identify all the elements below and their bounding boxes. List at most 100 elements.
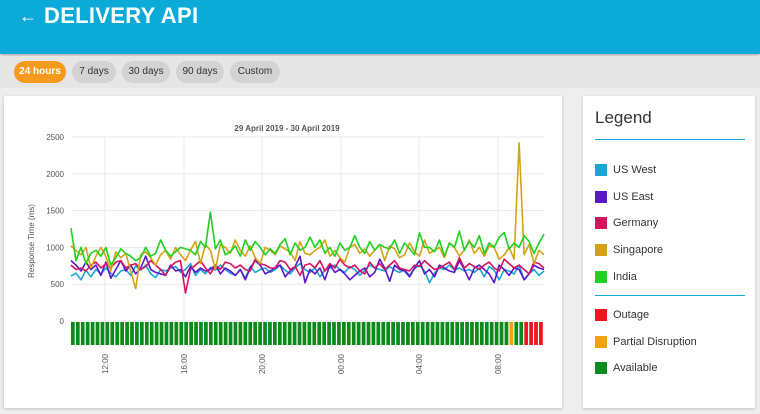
status-bar-available (292, 322, 297, 345)
status-bar-available (484, 322, 489, 345)
y-tick-label: 2000 (46, 170, 64, 179)
status-bar-available (322, 322, 327, 345)
status-bar-available (95, 322, 100, 345)
status-bar-available (479, 322, 484, 345)
legend-label: Available (613, 362, 658, 374)
status-bar-available (410, 322, 415, 345)
status-bar-available (391, 322, 395, 345)
status-bar-available (470, 322, 474, 345)
series-lines (70, 142, 545, 294)
status-bar-available (159, 322, 164, 345)
status-bar-outage (524, 322, 529, 345)
status-bar-available (287, 322, 292, 345)
status-bar-available (71, 322, 75, 345)
series-line-us-east (70, 255, 545, 284)
status-bar-available (228, 322, 233, 345)
status-bar-available (139, 322, 144, 345)
y-tick-label: 500 (51, 280, 65, 289)
range-7d-button[interactable]: 7 days (72, 61, 116, 83)
legend-swatch (595, 244, 607, 256)
status-bar-available (450, 322, 455, 345)
status-bar-available (346, 322, 351, 345)
status-bar-available (312, 322, 317, 345)
status-bar-available (514, 322, 519, 345)
status-bar-available (420, 322, 425, 345)
legend-title: Legend (595, 108, 652, 127)
arrow-left-icon[interactable]: ← (19, 6, 37, 26)
status-bar-available (430, 322, 435, 345)
legend-swatch (595, 217, 607, 229)
status-bar-available (273, 322, 277, 345)
status-bar-available (130, 322, 134, 345)
page-title: DELIVERY API (44, 3, 199, 28)
legend-swatch (595, 271, 607, 283)
chart-title: 29 April 2019 - 30 April 2019 (234, 124, 340, 133)
y-axis-ticks: 0 500 1000 1500 2000 2500 (46, 133, 64, 326)
status-bar-available (327, 322, 331, 345)
status-bar-available (85, 322, 90, 345)
app-header: ← DELIVERY API (0, 0, 760, 54)
range-90d-button[interactable]: 90 days (176, 61, 224, 83)
status-bar-available (144, 322, 149, 345)
status-bar-available (386, 322, 391, 345)
status-bar-available (401, 322, 405, 345)
status-bar-outage (529, 322, 533, 345)
status-bar-available (504, 322, 509, 345)
status-bar-available (366, 322, 371, 345)
status-bar-available (297, 322, 302, 345)
status-bar-available (105, 322, 110, 345)
legend-label: Partial Disruption (613, 336, 697, 348)
status-bar-available (110, 322, 115, 345)
series-line-india (70, 211, 545, 266)
status-bar-available (100, 322, 105, 345)
status-bar-available (263, 322, 267, 345)
status-bar-available (396, 322, 400, 345)
x-tick-label: 12:00 (101, 353, 110, 374)
status-bar-available (199, 322, 203, 345)
status-bar-available (475, 322, 479, 345)
range-24h-button[interactable]: 24 hours (14, 61, 66, 83)
status-bar-available (268, 322, 272, 345)
status-bar-available (499, 322, 504, 345)
status-bar-available (243, 322, 248, 345)
status-bar-available (425, 322, 430, 345)
status-bar-available (381, 322, 386, 345)
status-bar-available (376, 322, 381, 345)
legend-swatch (595, 164, 607, 176)
legend-swatch (595, 362, 607, 374)
status-bar-available (465, 322, 469, 345)
response-time-chart: 29 April 2019 - 30 April 2019 Response T… (27, 124, 545, 374)
status-bar-available (164, 322, 169, 345)
status-bar-available (90, 322, 95, 345)
status-bar-available (317, 322, 322, 345)
status-bar-available (415, 322, 420, 345)
legend-label: Outage (613, 309, 650, 321)
status-bar-available (115, 322, 120, 345)
status-bar-available (371, 322, 376, 345)
range-30d-button[interactable]: 30 days (122, 61, 170, 83)
status-bar-available (184, 322, 189, 345)
status-bar-available (223, 322, 228, 345)
status-bar-available (233, 322, 238, 345)
status-bar-available (154, 322, 159, 345)
status-bar-available (435, 322, 440, 345)
status-bar-available (169, 322, 174, 345)
status-bar-available (440, 322, 445, 345)
x-tick-label: 20:00 (258, 353, 267, 374)
status-bar-available (125, 322, 129, 345)
legend-label: US East (613, 191, 654, 203)
status-bar-available (218, 322, 223, 345)
legend-swatch (595, 309, 607, 321)
legend-label: India (613, 271, 637, 283)
y-tick-label: 2500 (46, 133, 64, 142)
status-bar-available (174, 322, 179, 345)
status-bar-available (445, 322, 450, 345)
status-bar-outage (534, 322, 538, 345)
status-bar-available (204, 322, 208, 345)
legend-label: US West (613, 164, 657, 176)
range-custom-button[interactable]: Custom (230, 61, 280, 83)
status-bar-available (341, 322, 346, 345)
chart-card: 29 April 2019 - 30 April 2019 Response T… (4, 96, 562, 408)
status-bar-available (238, 322, 243, 345)
status-bar-available (455, 322, 460, 345)
